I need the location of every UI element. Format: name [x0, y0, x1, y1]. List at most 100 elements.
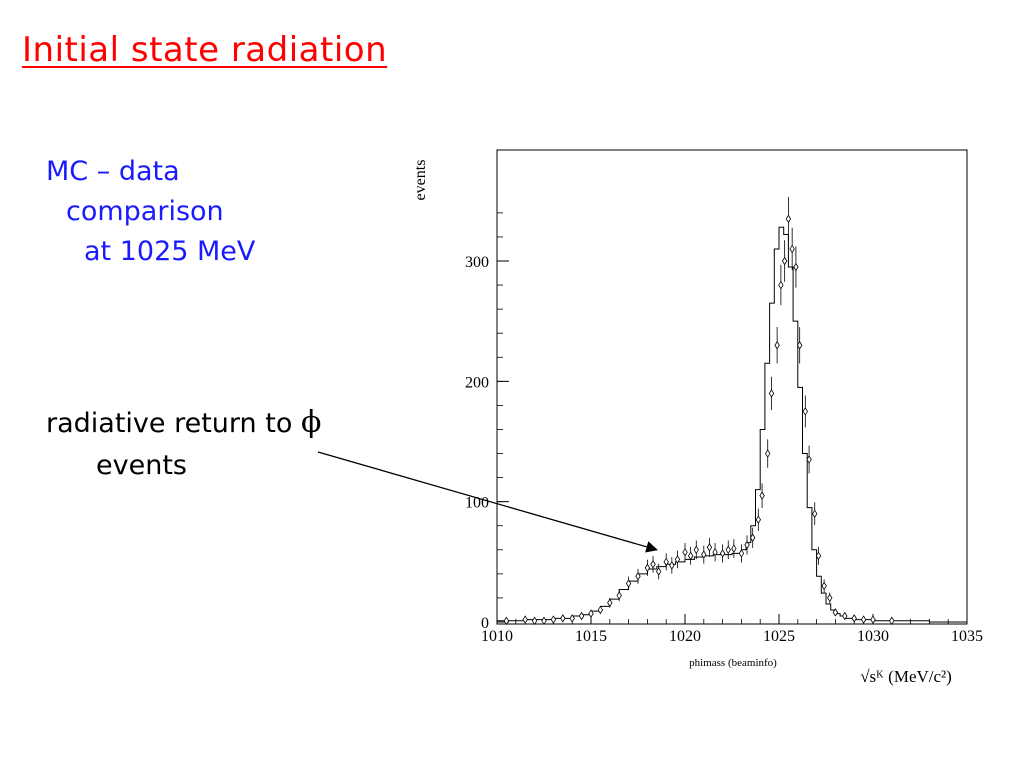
data-point [674, 550, 681, 569]
data-point-marker [682, 547, 688, 557]
data-point [578, 611, 585, 621]
data-point [607, 597, 613, 608]
y-tick-label: 100 [465, 495, 489, 512]
data-point [588, 609, 594, 618]
data-point [806, 445, 812, 474]
x-tick-label: 1020 [669, 628, 701, 645]
data-point-marker [635, 572, 641, 581]
data-point-marker [832, 608, 839, 617]
data-point-marker [522, 615, 528, 624]
data-point-marker [597, 605, 604, 615]
x-tick-label: 1035 [951, 628, 983, 645]
data-point-marker [774, 340, 780, 350]
data-point [797, 326, 803, 364]
data-point [725, 540, 731, 560]
data-point [744, 535, 750, 555]
radiative-return-line: radiative return to ϕ [46, 405, 321, 440]
data-point-marker [797, 340, 803, 350]
data-point [706, 537, 713, 557]
data-point [812, 502, 818, 526]
data-point [793, 246, 799, 288]
plot-frame [496, 149, 968, 625]
x-tick-label: 1030 [857, 628, 889, 645]
data-point [522, 615, 528, 624]
data-point [738, 544, 745, 563]
data-point [842, 611, 848, 621]
y-tick-label: 300 [465, 254, 489, 271]
data-point-marker [569, 614, 575, 623]
data-point [768, 376, 775, 410]
data-point-marker [687, 551, 694, 561]
data-point-marker [785, 214, 792, 224]
mc-data-line-2: comparison [66, 196, 224, 227]
data-point-marker [851, 614, 857, 623]
data-point [781, 240, 788, 282]
data-point [597, 605, 604, 615]
data-point [701, 545, 707, 564]
data-point [778, 264, 784, 306]
data-point-marker [701, 550, 707, 559]
data-point-marker [616, 591, 622, 600]
data-point [785, 196, 792, 241]
data-point-marker [842, 611, 848, 621]
data-point [719, 544, 726, 563]
data-point [851, 614, 857, 623]
y-tick-label: 200 [465, 374, 489, 391]
slide-title: Initial state radiation [22, 30, 388, 70]
data-point [889, 616, 895, 626]
data-point [656, 563, 662, 580]
x-tick-label: 1010 [481, 628, 513, 645]
radiative-return-text: radiative return to [46, 408, 293, 439]
data-point-marker [706, 543, 713, 552]
data-point-marker [607, 598, 613, 607]
data-point [635, 568, 641, 584]
data-point [693, 540, 699, 560]
data-point [731, 539, 737, 558]
data-point [755, 508, 761, 531]
data-point [650, 555, 656, 573]
data-point-marker [578, 611, 585, 621]
x-axis-label: √sᴷ (MeV/c²) [860, 667, 952, 686]
data-point-marker [663, 557, 669, 567]
data-point-marker [541, 616, 547, 626]
data-point [765, 439, 771, 468]
data-point-marker [725, 545, 731, 555]
data-point-marker [731, 544, 737, 553]
data-point-marker [644, 563, 651, 573]
y-axis-label: events [412, 160, 429, 201]
data-point-marker [712, 547, 718, 557]
y-tick-label: 0 [481, 615, 489, 632]
data-point [774, 326, 780, 364]
data-point-marker [625, 579, 632, 588]
data-point-marker [744, 540, 750, 550]
data-point-marker [560, 614, 566, 623]
data-point [625, 576, 632, 591]
data-point-marker [806, 455, 812, 464]
data-point-marker [821, 581, 827, 591]
data-point-marker [693, 545, 699, 555]
data-point [669, 557, 675, 574]
data-point-marker [815, 551, 822, 561]
data-point [827, 592, 833, 604]
data-point [644, 559, 651, 576]
data-point [687, 546, 694, 565]
data-point [550, 615, 557, 624]
data-point [750, 527, 756, 548]
data-point-marker [674, 555, 681, 564]
data-point-marker [531, 616, 538, 626]
data-point [663, 553, 669, 571]
x-tick-label: 1015 [575, 628, 607, 645]
data-point-marker [827, 593, 833, 603]
data-point-marker [759, 491, 765, 500]
data-point-marker [738, 549, 745, 558]
data-point-marker [870, 615, 876, 624]
chart-subtitle: phimass (beaminfo) [689, 657, 777, 669]
data-point-marker [550, 615, 557, 624]
data-point [503, 616, 510, 626]
data-point-marker [765, 449, 771, 458]
data-point-marker [778, 280, 784, 290]
data-point [860, 615, 867, 624]
x-tick-label: 1025 [763, 628, 795, 645]
data-point [541, 616, 547, 626]
data-point-marker [768, 389, 775, 398]
